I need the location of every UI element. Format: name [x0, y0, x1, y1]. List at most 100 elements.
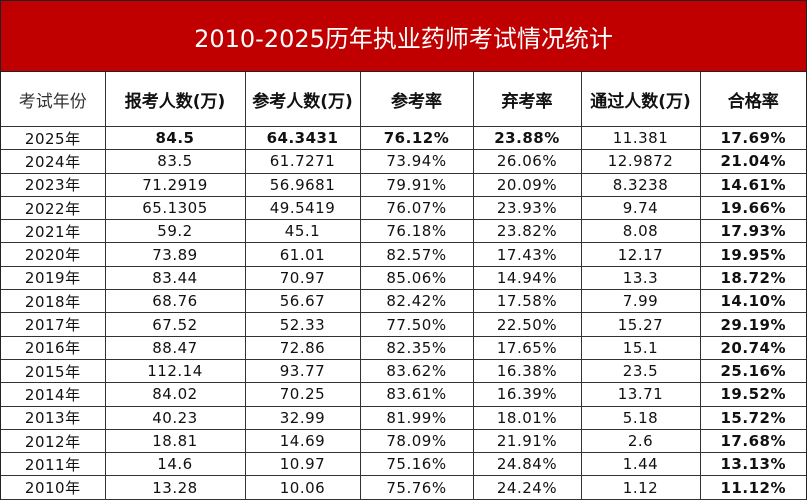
cell-absent-rate: 17.43%: [472, 242, 582, 267]
table-body: 2025年 84.5 64.3431 76.12% 23.88% 11.381 …: [1, 125, 806, 500]
cell-registered: 13.28: [104, 475, 246, 500]
cell-attended: 45.1: [244, 219, 361, 244]
header-pass-rate: 合格率: [699, 72, 806, 127]
cell-pass-rate: 11.12%: [699, 475, 806, 500]
cell-registered: 14.6: [104, 452, 246, 477]
cell-pass-rate: 19.52%: [699, 382, 806, 407]
table-row: 2021年 59.2 45.1 76.18% 23.82% 8.08 17.93…: [1, 219, 806, 244]
cell-pass-rate: 17.68%: [699, 428, 806, 454]
cell-passed: 8.3238: [580, 172, 701, 197]
cell-attended: 32.99: [244, 405, 361, 430]
table-row: 2024年 83.5 61.7271 73.94% 26.06% 12.9872…: [1, 149, 806, 174]
cell-pass-rate: 18.72%: [699, 265, 806, 291]
cell-registered: 73.89: [104, 242, 246, 267]
cell-pass-rate: 13.13%: [699, 452, 806, 477]
cell-attended: 72.86: [244, 335, 361, 360]
cell-pass-rate: 19.66%: [699, 195, 806, 221]
cell-registered: 40.23: [104, 405, 246, 430]
cell-absent-rate: 20.09%: [472, 172, 582, 197]
cell-pass-rate: 17.93%: [699, 219, 806, 244]
cell-pass-rate: 14.61%: [699, 172, 806, 197]
table-row: 2015年 112.14 93.77 83.62% 16.38% 23.5 25…: [1, 358, 806, 384]
cell-attend-rate: 82.35%: [359, 335, 474, 360]
cell-pass-rate: 29.19%: [699, 312, 806, 337]
cell-registered: 84.02: [104, 382, 246, 407]
cell-year: 2022年: [1, 195, 106, 221]
header-passed: 通过人数(万): [580, 72, 701, 127]
cell-pass-rate: 19.95%: [699, 242, 806, 267]
cell-pass-rate: 25.16%: [699, 358, 806, 384]
table-row: 2012年 18.81 14.69 78.09% 21.91% 2.6 17.6…: [1, 428, 806, 454]
table-row: 2025年 84.5 64.3431 76.12% 23.88% 11.381 …: [1, 125, 806, 151]
cell-attended: 49.5419: [244, 195, 361, 221]
cell-passed: 13.71: [580, 382, 701, 407]
cell-registered: 88.47: [104, 335, 246, 360]
cell-attend-rate: 82.42%: [359, 289, 474, 314]
table-row: 2011年 14.6 10.97 75.16% 24.84% 1.44 13.1…: [1, 452, 806, 477]
cell-passed: 15.27: [580, 312, 701, 337]
cell-attended: 56.67: [244, 289, 361, 314]
cell-absent-rate: 24.24%: [472, 475, 582, 500]
cell-absent-rate: 17.65%: [472, 335, 582, 360]
cell-year: 2019年: [1, 265, 106, 291]
cell-attended: 61.7271: [244, 149, 361, 174]
cell-absent-rate: 23.93%: [472, 195, 582, 221]
table-row: 2020年 73.89 61.01 82.57% 17.43% 12.17 19…: [1, 242, 806, 267]
cell-year: 2023年: [1, 172, 106, 197]
cell-registered: 83.44: [104, 265, 246, 291]
cell-year: 2024年: [1, 149, 106, 174]
table-row: 2018年 68.76 56.67 82.42% 17.58% 7.99 14.…: [1, 289, 806, 314]
cell-year: 2016年: [1, 335, 106, 360]
header-row: 考试年份 报考人数(万) 参考人数(万) 参考率 弃考率 通过人数(万) 合格率: [1, 72, 806, 127]
cell-attended: 10.97: [244, 452, 361, 477]
table-row: 2022年 65.1305 49.5419 76.07% 23.93% 9.74…: [1, 195, 806, 221]
cell-passed: 1.44: [580, 452, 701, 477]
table-row: 2014年 84.02 70.25 83.61% 16.39% 13.71 19…: [1, 382, 806, 407]
cell-pass-rate: 15.72%: [699, 405, 806, 430]
cell-registered: 59.2: [104, 219, 246, 244]
cell-pass-rate: 14.10%: [699, 289, 806, 314]
cell-passed: 12.17: [580, 242, 701, 267]
cell-year: 2014年: [1, 382, 106, 407]
cell-attended: 93.77: [244, 358, 361, 384]
cell-absent-rate: 17.58%: [472, 289, 582, 314]
cell-year: 2017年: [1, 312, 106, 337]
cell-pass-rate: 21.04%: [699, 149, 806, 174]
cell-absent-rate: 22.50%: [472, 312, 582, 337]
cell-attended: 52.33: [244, 312, 361, 337]
cell-passed: 11.381: [580, 125, 701, 151]
cell-attend-rate: 81.99%: [359, 405, 474, 430]
cell-attend-rate: 76.18%: [359, 219, 474, 244]
cell-year: 2012年: [1, 428, 106, 454]
cell-registered: 18.81: [104, 428, 246, 454]
cell-attended: 61.01: [244, 242, 361, 267]
cell-attend-rate: 76.07%: [359, 195, 474, 221]
cell-year: 2025年: [1, 125, 106, 151]
cell-absent-rate: 21.91%: [472, 428, 582, 454]
cell-absent-rate: 16.39%: [472, 382, 582, 407]
table-row: 2010年 13.28 10.06 75.76% 24.24% 1.12 11.…: [1, 475, 806, 500]
cell-pass-rate: 17.69%: [699, 125, 806, 151]
cell-attended: 64.3431: [244, 125, 361, 151]
cell-registered: 112.14: [104, 358, 246, 384]
cell-attended: 56.9681: [244, 172, 361, 197]
cell-year: 2013年: [1, 405, 106, 430]
cell-attended: 70.25: [244, 382, 361, 407]
cell-absent-rate: 18.01%: [472, 405, 582, 430]
cell-absent-rate: 16.38%: [472, 358, 582, 384]
cell-attended: 10.06: [244, 475, 361, 500]
cell-attend-rate: 77.50%: [359, 312, 474, 337]
cell-absent-rate: 26.06%: [472, 149, 582, 174]
cell-passed: 15.1: [580, 335, 701, 360]
cell-year: 2011年: [1, 452, 106, 477]
cell-attend-rate: 78.09%: [359, 428, 474, 454]
cell-registered: 83.5: [104, 149, 246, 174]
cell-absent-rate: 23.88%: [472, 125, 582, 151]
cell-passed: 12.9872: [580, 149, 701, 174]
cell-year: 2010年: [1, 475, 106, 500]
table-row: 2016年 88.47 72.86 82.35% 17.65% 15.1 20.…: [1, 335, 806, 360]
cell-attend-rate: 76.12%: [359, 125, 474, 151]
exam-stats-table: 考试年份 报考人数(万) 参考人数(万) 参考率 弃考率 通过人数(万) 合格率…: [1, 72, 806, 500]
cell-absent-rate: 14.94%: [472, 265, 582, 291]
header-attend-rate: 参考率: [359, 72, 474, 127]
